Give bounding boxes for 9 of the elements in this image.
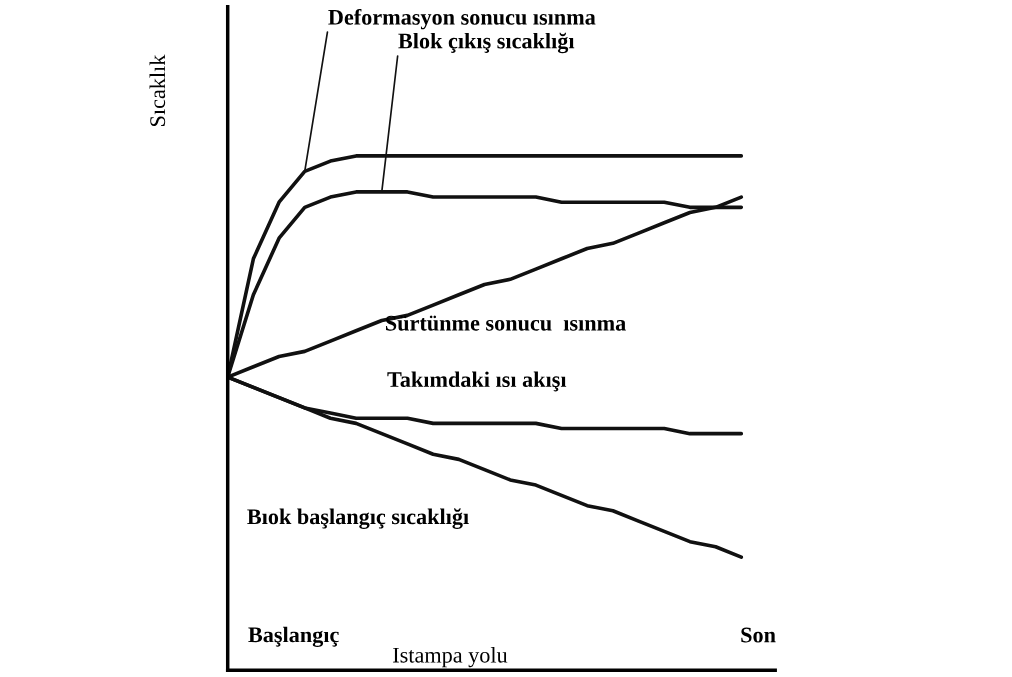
series-label: Sürtünme sonucu ısınma xyxy=(386,315,626,331)
series-label: Takımdaki ısı akışı xyxy=(387,371,567,392)
annotation: Son xyxy=(741,627,776,643)
y-axis-title: Sıcaklık xyxy=(149,54,166,126)
text: Blok çıkış sıcaklığı xyxy=(398,32,575,54)
series-label: Bıok başlangıç sıcaklığı xyxy=(247,508,469,529)
text: Deformasyon sonucu ısınma xyxy=(328,8,596,30)
annotation: Başlangıç xyxy=(248,626,339,648)
x-axis-title: Istampa yolu xyxy=(393,647,508,668)
